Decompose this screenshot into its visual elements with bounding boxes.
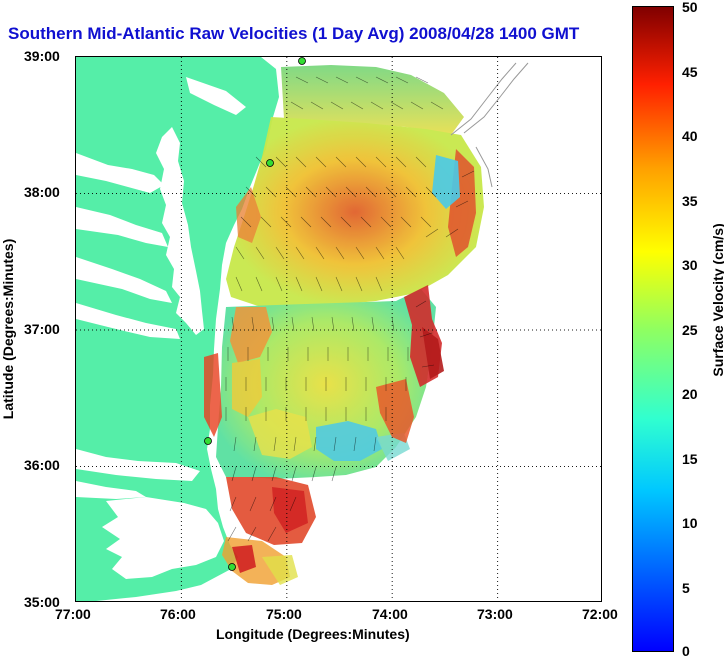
colorbar-gradient (633, 7, 673, 651)
y-axis-label: Latitude (Degrees:Minutes) (0, 238, 16, 420)
bathymetry-lines (450, 62, 529, 188)
y-tick-label: 35:00 (24, 594, 60, 610)
colorbar-tick-label: 50 (682, 0, 698, 15)
velocity-field (204, 65, 484, 585)
radar-stations (204, 57, 306, 571)
colorbar-tick-label: 30 (682, 257, 698, 273)
radar-station-marker (204, 437, 212, 445)
colorbar-tick-label: 20 (682, 386, 698, 402)
radar-station-marker (266, 159, 274, 167)
colorbar-tick-label: 15 (682, 451, 698, 467)
y-tick-label: 37:00 (24, 321, 60, 337)
colorbar-tick-label: 25 (682, 322, 698, 338)
x-tick-label: 77:00 (55, 606, 91, 622)
colorbar-tick-label: 5 (682, 580, 690, 596)
colorbar-tick-label: 35 (682, 193, 698, 209)
x-tick-label: 74:00 (372, 606, 408, 622)
map-plot-area (75, 56, 602, 602)
map-canvas (76, 57, 601, 601)
x-axis-label: Longitude (Degrees:Minutes) (216, 626, 410, 642)
colorbar (632, 6, 674, 652)
radar-station-marker (228, 563, 236, 571)
colorbar-tick-label: 10 (682, 515, 698, 531)
colorbar-tick-label: 0 (682, 643, 690, 659)
x-tick-label: 76:00 (160, 606, 196, 622)
colorbar-title: Surface Velocity (cm/s) (710, 223, 724, 377)
map-title: Southern Mid-Atlantic Raw Velocities (1 … (8, 24, 580, 43)
y-tick-label: 39:00 (24, 48, 60, 64)
x-tick-label: 75:00 (266, 606, 302, 622)
colorbar-tick-label: 40 (682, 128, 698, 144)
x-tick-label: 72:00 (582, 606, 618, 622)
x-tick-label: 73:00 (477, 606, 513, 622)
map-grid (76, 57, 601, 601)
y-tick-label: 36:00 (24, 457, 60, 473)
pamlico-sound (102, 497, 224, 579)
y-tick-label: 38:00 (24, 184, 60, 200)
chesapeake-bay (156, 127, 204, 335)
velocity-vectors (225, 76, 475, 542)
colorbar-tick-label: 45 (682, 64, 698, 80)
radar-station-marker (298, 57, 306, 65)
